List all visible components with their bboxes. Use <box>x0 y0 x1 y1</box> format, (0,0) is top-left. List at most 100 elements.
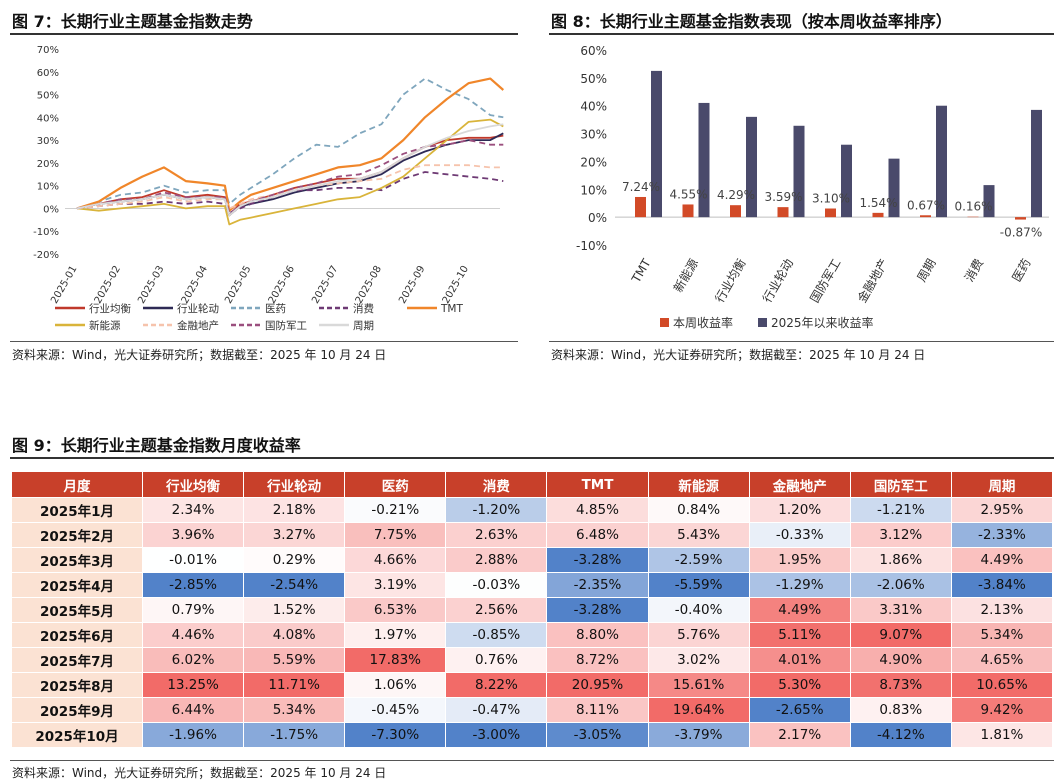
x-tick-label: TMT <box>628 256 653 286</box>
value-cell: -1.21% <box>849 497 952 523</box>
value-cell: -2.65% <box>748 697 851 723</box>
month-cell: 2025年9月 <box>11 697 143 723</box>
value-cell: 5.76% <box>647 622 750 648</box>
y-tick-label: 10% <box>580 183 607 197</box>
value-cell: 3.31% <box>849 597 952 623</box>
fig8-source: 资料来源：Wind，光大证券研究所；数据截至：2025 年 10 月 24 日 <box>551 348 926 362</box>
month-cell: 2025年10月 <box>11 722 143 748</box>
x-tick-label: 2025-01 <box>49 264 79 306</box>
bar-ytd-医药 <box>1031 109 1042 218</box>
data-label-weekly: 3.10% <box>812 192 850 206</box>
legend-label-周期: 周期 <box>353 320 374 332</box>
value-cell: -2.54% <box>243 572 346 598</box>
fig8-title: 图 8：长期行业主题基金指数表现（按本周收益率排序） <box>551 12 952 31</box>
fig7-title-rule <box>10 33 518 35</box>
x-tick-label: 2025-03 <box>136 264 166 306</box>
value-cell: -1.20% <box>445 497 548 523</box>
column-header: 周期 <box>950 471 1054 498</box>
value-cell: 1.81% <box>950 722 1054 748</box>
bar-weekly-国防军工 <box>825 208 836 218</box>
legend-label-新能源: 新能源 <box>89 319 121 332</box>
x-tick-label: 2025-04 <box>180 264 210 306</box>
value-cell: 6.44% <box>141 697 245 723</box>
value-cell: 2.13% <box>950 597 1054 623</box>
x-tick-label: 新能源 <box>670 256 701 295</box>
column-header: 国防军工 <box>849 471 952 498</box>
bar-weekly-医药 <box>1015 217 1026 220</box>
bar-weekly-行业均衡 <box>730 205 741 218</box>
data-label-weekly: 0.16% <box>954 200 992 214</box>
value-cell: 4.46% <box>141 622 245 648</box>
value-cell: 6.02% <box>141 647 245 673</box>
y-tick-label: -10% <box>33 227 59 238</box>
bar-ytd-金融地产 <box>888 158 900 218</box>
value-cell: 3.19% <box>344 572 447 598</box>
bar-weekly-行业轮动 <box>777 207 789 218</box>
fig8-title-rule <box>549 33 1054 35</box>
value-cell: 1.97% <box>344 622 447 648</box>
legend-label-行业均衡: 行业均衡 <box>89 302 131 315</box>
value-cell: -2.06% <box>849 572 952 598</box>
value-cell: 6.53% <box>344 597 447 623</box>
bar-ytd-TMT <box>651 70 662 218</box>
value-cell: -2.59% <box>647 547 750 573</box>
legend-label-国防军工: 国防军工 <box>265 319 307 332</box>
table-row: 2025年4月 -2.85% -2.54% 3.19% -0.03% -2.35% -5.5… <box>11 572 1054 598</box>
month-cell: 2025年5月 <box>11 597 143 623</box>
y-tick-label: 70% <box>37 45 59 56</box>
value-cell: 7.75% <box>344 522 447 548</box>
series-line-金融地产 <box>76 164 504 210</box>
value-cell: -3.00% <box>445 722 548 748</box>
bar-weekly-周期 <box>920 215 931 218</box>
legend-swatch-ytd <box>758 318 767 327</box>
legend-swatch-weekly <box>660 318 669 327</box>
monthly-returns-table: 月度 行业均衡 行业轮动 医药 消费 TMT 新能源 金融地产 国防军工 周期 2025年1月 2.… <box>11 471 1054 748</box>
value-cell: 1.86% <box>849 547 952 573</box>
value-cell: 8.73% <box>849 672 952 698</box>
series-line-周期 <box>76 123 504 217</box>
column-header: 行业轮动 <box>243 471 346 498</box>
x-tick-label: 消费 <box>962 257 986 285</box>
legend-label-金融地产: 金融地产 <box>177 319 219 332</box>
value-cell: 2.88% <box>445 547 548 573</box>
value-cell: 4.08% <box>243 622 346 648</box>
y-tick-label: 30% <box>37 136 59 147</box>
column-header: 月度 <box>11 471 143 498</box>
legend-label-行业轮动: 行业轮动 <box>177 302 219 315</box>
value-cell: 4.65% <box>950 647 1054 673</box>
value-cell: -3.79% <box>647 722 750 748</box>
y-tick-label: 30% <box>580 128 607 142</box>
value-cell: -0.85% <box>445 622 548 648</box>
series-line-TMT <box>76 77 505 212</box>
data-label-weekly: 3.59% <box>764 190 802 204</box>
value-cell: 1.20% <box>748 497 851 523</box>
x-tick-label: 2025-02 <box>93 264 123 306</box>
y-tick-label: 50% <box>580 72 607 86</box>
column-header: 金融地产 <box>748 471 851 498</box>
value-cell: 4.49% <box>950 547 1054 573</box>
fig8-bar-chart: 60% 50% 40% 30% 20% 10% 0% -10% 7.24% TMT 4.55% 新能源… <box>576 44 1049 330</box>
column-header: 消费 <box>445 471 548 498</box>
fig7-line-chart: 70% 60% 50% 40% 30% 20% 10% 0% -10% -20% 2025-01 20… <box>33 45 505 332</box>
value-cell: -2.33% <box>950 522 1054 548</box>
bar-ytd-消费 <box>983 185 995 218</box>
table-row: 2025年5月 0.79% 1.52% 6.53% 2.56% -3.28% -0.40% 4… <box>11 597 1054 623</box>
table-row: 2025年10月 -1.96% -1.75% -7.30% -3.00% -3.05% -3… <box>11 722 1054 748</box>
y-tick-label: 0% <box>588 211 607 225</box>
value-cell: 17.83% <box>344 647 447 673</box>
value-cell: 2.56% <box>445 597 548 623</box>
value-cell: -0.21% <box>344 497 447 523</box>
fig7-title: 图 7：长期行业主题基金指数走势 <box>12 12 253 31</box>
month-cell: 2025年6月 <box>11 622 143 648</box>
value-cell: -0.45% <box>344 697 447 723</box>
value-cell: 9.07% <box>849 622 952 648</box>
y-tick-label: 20% <box>37 159 59 170</box>
series-line-医药 <box>76 77 504 210</box>
y-tick-label: -10% <box>576 239 607 253</box>
x-tick-label: 行业轮动 <box>760 257 796 306</box>
value-cell: 5.11% <box>748 622 851 648</box>
value-cell: 0.76% <box>445 647 548 673</box>
value-cell: 13.25% <box>141 672 245 698</box>
bar-weekly-TMT <box>635 196 646 218</box>
value-cell: 3.96% <box>141 522 245 548</box>
